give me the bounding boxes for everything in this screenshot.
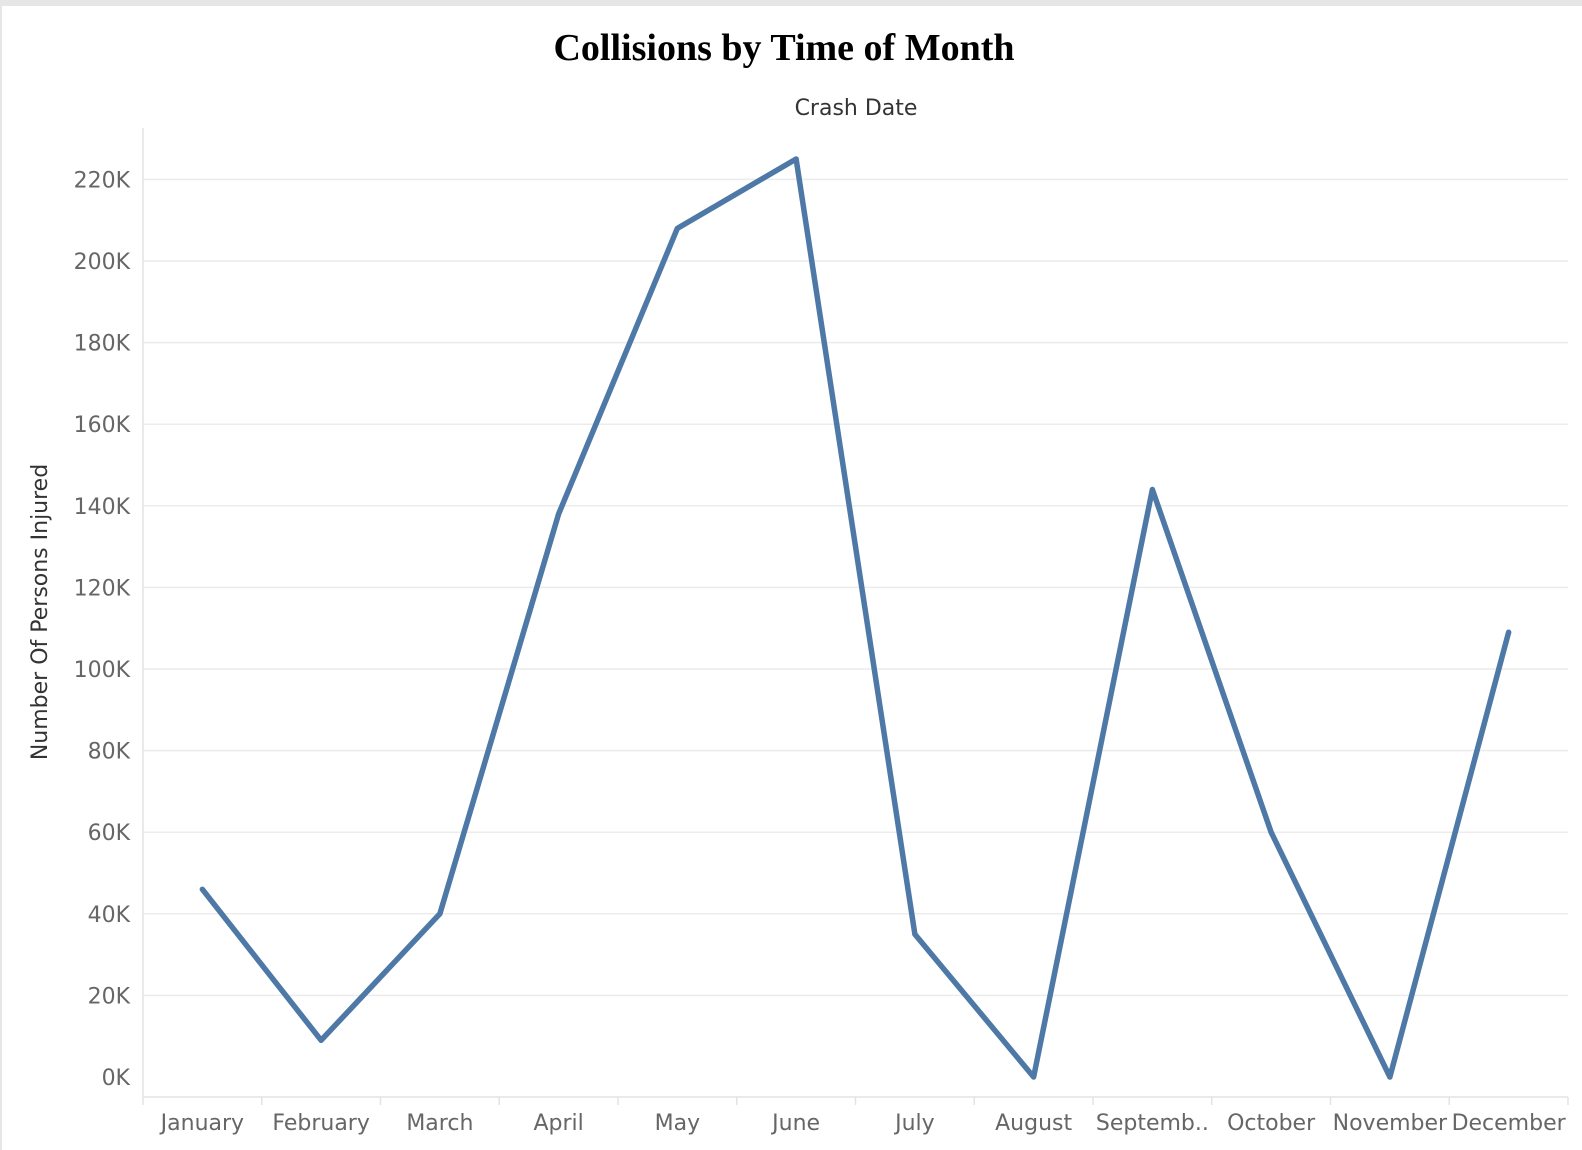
data-point xyxy=(199,886,205,892)
x-axis-ticks: January February March April May June July Augu… xyxy=(142,1097,1569,1136)
series-lines xyxy=(199,156,1512,1080)
y-tick-label: 200K xyxy=(74,250,131,275)
data-point xyxy=(437,911,443,917)
x-tick-label: April xyxy=(533,1111,583,1136)
data-point xyxy=(793,156,799,162)
data-point xyxy=(1149,486,1155,492)
data-point xyxy=(674,225,680,231)
data-point xyxy=(1387,1074,1393,1080)
x-tick-label: March xyxy=(406,1111,473,1136)
y-tick-label: 20K xyxy=(88,984,131,1009)
x-tick-label: June xyxy=(770,1111,820,1136)
data-point xyxy=(1031,1074,1037,1080)
y-tick-label: 60K xyxy=(88,821,131,846)
chart-title: Collisions by Time of Month xyxy=(553,27,1015,69)
axes xyxy=(142,128,1568,1098)
y-tick-label: 220K xyxy=(74,168,131,193)
y-tick-label: 180K xyxy=(74,332,131,357)
y-tick-label: 100K xyxy=(74,658,131,683)
data-point xyxy=(912,931,918,937)
x-tick-label: January xyxy=(159,1111,244,1136)
y-tick-label: 140K xyxy=(74,495,131,520)
series-line xyxy=(199,156,1512,1080)
y-tick-label: 40K xyxy=(88,903,131,928)
x-tick-label: November xyxy=(1333,1111,1448,1136)
x-tick-label: December xyxy=(1452,1111,1567,1136)
y-tick-label: 0K xyxy=(102,1066,131,1091)
y-axis-label: Number Of Persons Injured xyxy=(28,464,53,760)
x-tick-label: October xyxy=(1227,1111,1316,1136)
x-tick-label: August xyxy=(995,1111,1072,1136)
x-axis-header: Crash Date xyxy=(794,96,918,121)
x-tick-label: May xyxy=(655,1111,700,1136)
gridlines xyxy=(143,178,1568,997)
data-point xyxy=(556,511,562,517)
data-point xyxy=(1268,829,1274,835)
data-point xyxy=(318,1037,324,1043)
y-tick-label: 80K xyxy=(88,740,131,765)
y-axis-ticks: 0K 20K 40K 60K 80K 100K 120K 140K 160K 180K 200K 22… xyxy=(74,168,131,1091)
x-tick-label: Septemb.. xyxy=(1096,1111,1209,1136)
x-tick-label: February xyxy=(272,1111,370,1136)
x-tick-label: July xyxy=(893,1111,935,1136)
data-point xyxy=(1506,629,1512,635)
y-tick-label: 120K xyxy=(74,576,131,601)
y-tick-label: 160K xyxy=(74,413,131,438)
